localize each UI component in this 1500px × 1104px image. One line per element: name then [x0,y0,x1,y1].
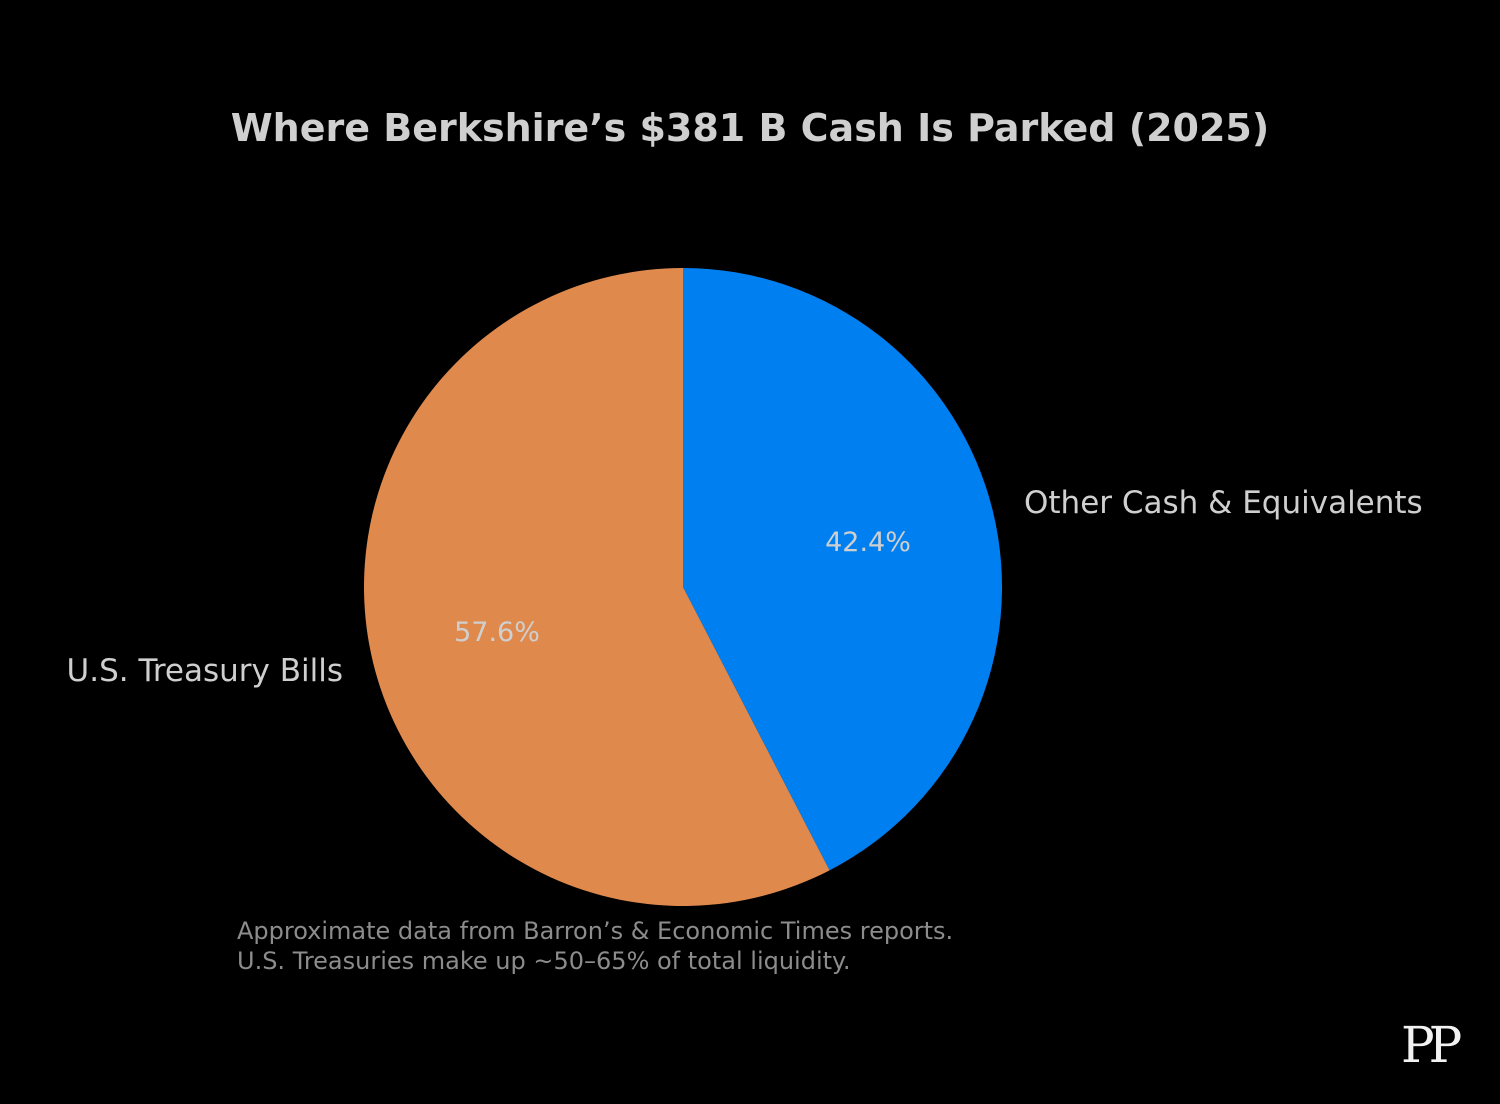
pie-slice-2 [364,268,830,906]
slice-label-1: Other Cash & Equivalents [1024,485,1423,521]
slice-percent-2: 57.6% [454,617,540,648]
slice-percent-1: 42.4% [825,527,911,558]
brand-logo: PP [1401,1016,1462,1074]
pie-slice-1 [683,268,1003,871]
slice-label-2: U.S. Treasury Bills [67,653,343,689]
footnote-line-2: U.S. Treasuries make up ~50–65% of total… [237,947,851,975]
chart-title: Where Berkshire’s $381 B Cash Is Parked … [230,106,1270,150]
footnote-line-1: Approximate data from Barron’s & Economi… [237,917,954,945]
footnote: Approximate data from Barron’s & Economi… [237,916,953,976]
